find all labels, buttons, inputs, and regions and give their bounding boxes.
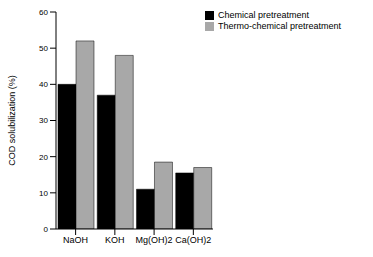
html-text:Chemical pretreatment: Chemical pretreatment [218, 10, 309, 20]
svg-text:Mg(OH)2: Mg(OH)2 [136, 235, 173, 245]
svg-text:COD solubilization (%): COD solubilization (%) [8, 75, 17, 166]
svg-text:NaOH: NaOH [63, 235, 88, 245]
svg-text:50: 50 [39, 44, 48, 53]
svg-text:60: 60 [39, 8, 48, 17]
svg-text:Ca(OH)2: Ca(OH)2 [175, 235, 211, 245]
svg-text:0: 0 [44, 225, 49, 234]
svg-text:30: 30 [39, 116, 48, 125]
svg-text:10: 10 [39, 189, 48, 198]
html-text:Thermo-chemical pretreatment: Thermo-chemical pretreatment [218, 21, 341, 31]
svg-text:40: 40 [39, 80, 48, 89]
svg-text:KOH: KOH [105, 235, 125, 245]
svg-text:20: 20 [39, 153, 48, 162]
